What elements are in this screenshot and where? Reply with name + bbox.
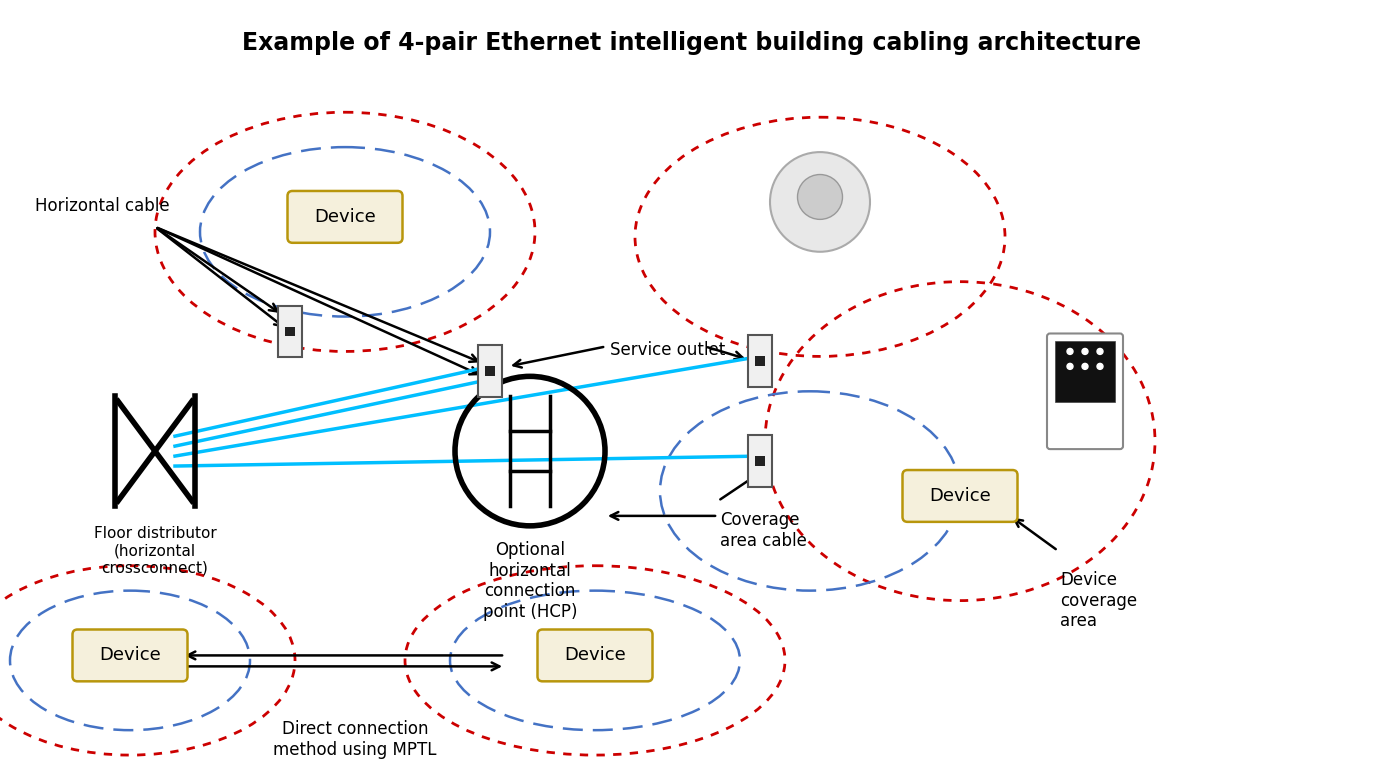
Text: Optional
horizontal
connection
point (HCP): Optional horizontal connection point (HC… [483, 541, 577, 621]
FancyBboxPatch shape [285, 327, 295, 336]
FancyBboxPatch shape [748, 335, 772, 388]
Text: Service outlet: Service outlet [610, 342, 725, 360]
Circle shape [770, 152, 870, 252]
Text: Device: Device [314, 208, 376, 226]
Text: Example of 4-pair Ethernet intelligent building cabling architecture: Example of 4-pair Ethernet intelligent b… [242, 31, 1141, 55]
Text: Direct connection
method using MPTL: Direct connection method using MPTL [274, 720, 437, 759]
FancyBboxPatch shape [1047, 334, 1123, 449]
Text: Device: Device [564, 647, 626, 665]
Circle shape [1097, 363, 1104, 370]
Text: Horizontal cable: Horizontal cable [35, 197, 170, 215]
FancyBboxPatch shape [72, 629, 188, 682]
FancyBboxPatch shape [903, 470, 1018, 522]
Circle shape [798, 175, 842, 219]
FancyBboxPatch shape [288, 191, 402, 243]
FancyBboxPatch shape [485, 367, 495, 376]
Circle shape [1068, 349, 1073, 354]
Circle shape [1068, 363, 1073, 370]
Circle shape [1082, 363, 1088, 370]
Text: Floor distributor
(horizontal
crossconnect): Floor distributor (horizontal crossconne… [94, 526, 216, 576]
FancyBboxPatch shape [538, 629, 653, 682]
Text: Device: Device [100, 647, 160, 665]
Circle shape [1097, 349, 1104, 354]
Circle shape [1082, 349, 1088, 354]
Text: Coverage
area cable: Coverage area cable [721, 511, 806, 550]
Text: Device: Device [929, 487, 990, 505]
FancyBboxPatch shape [748, 435, 772, 487]
FancyBboxPatch shape [755, 356, 765, 367]
Text: Device
coverage
area: Device coverage area [1059, 571, 1137, 630]
FancyBboxPatch shape [278, 306, 301, 357]
FancyBboxPatch shape [755, 456, 765, 466]
FancyBboxPatch shape [479, 346, 502, 397]
FancyBboxPatch shape [1055, 342, 1115, 402]
